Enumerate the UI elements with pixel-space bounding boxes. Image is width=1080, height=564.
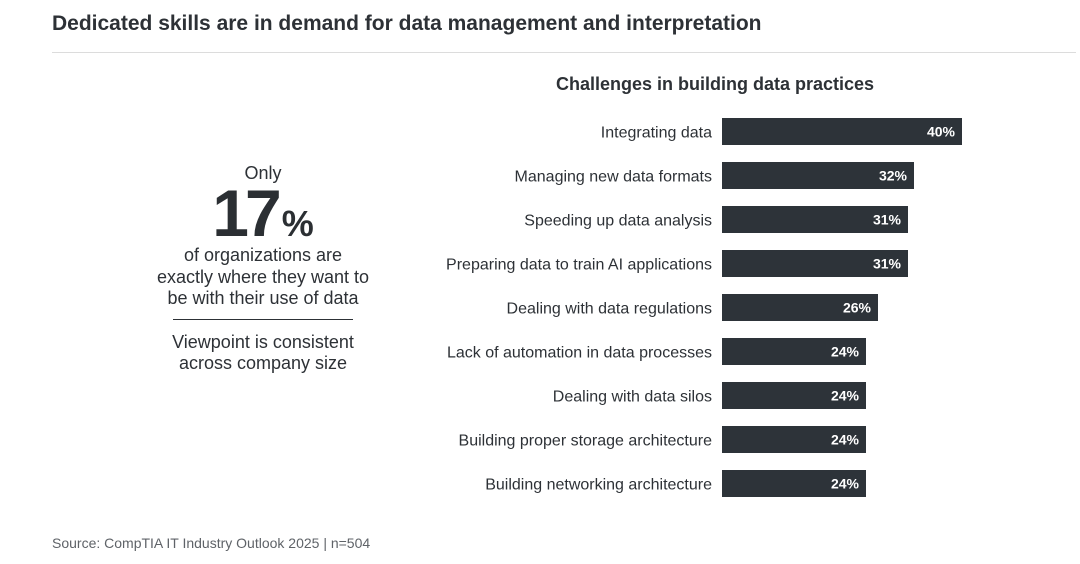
key-stat-panel: Only 17% of organizations are exactly wh… <box>150 162 376 375</box>
title-divider <box>52 52 1076 53</box>
stat-value: 17% <box>150 180 376 246</box>
value-label: 31% <box>873 256 902 272</box>
stat-description: of organizations are exactly where they … <box>156 245 370 308</box>
page-title: Dedicated skills are in demand for data … <box>52 12 762 35</box>
stat-prefix: Only <box>244 163 282 183</box>
bar <box>722 206 908 233</box>
bar <box>722 382 866 409</box>
value-label: 40% <box>927 124 956 140</box>
category-label: Dealing with data silos <box>553 389 712 406</box>
value-label: 24% <box>831 344 860 360</box>
value-label: 24% <box>831 388 860 404</box>
category-label: Lack of automation in data processes <box>447 345 712 362</box>
bar <box>722 426 866 453</box>
bar <box>722 294 878 321</box>
bar <box>722 162 914 189</box>
category-label: Managing new data formats <box>515 169 712 186</box>
value-label: 31% <box>873 212 902 228</box>
stat-unit: % <box>281 203 314 244</box>
stat-number: 17 <box>212 176 281 250</box>
category-label: Building networking architecture <box>485 477 712 494</box>
bar <box>722 118 962 145</box>
source-note: Source: CompTIA IT Industry Outlook 2025… <box>52 535 371 551</box>
value-label: 26% <box>843 300 872 316</box>
category-label: Preparing data to train AI applications <box>446 257 712 274</box>
category-label: Speeding up data analysis <box>524 213 712 230</box>
bar <box>722 470 866 497</box>
category-label: Dealing with data regulations <box>507 301 712 318</box>
value-label: 24% <box>831 432 860 448</box>
chart-title: Challenges in building data practices <box>555 74 875 94</box>
bar <box>722 338 866 365</box>
value-label: 24% <box>831 476 860 492</box>
stat-note: Viewpoint is consistent across company s… <box>172 331 354 374</box>
category-label: Building proper storage architecture <box>459 433 713 450</box>
bar <box>722 250 908 277</box>
stat-divider <box>173 318 353 320</box>
value-label: 32% <box>879 168 908 184</box>
category-label: Integrating data <box>601 125 712 142</box>
